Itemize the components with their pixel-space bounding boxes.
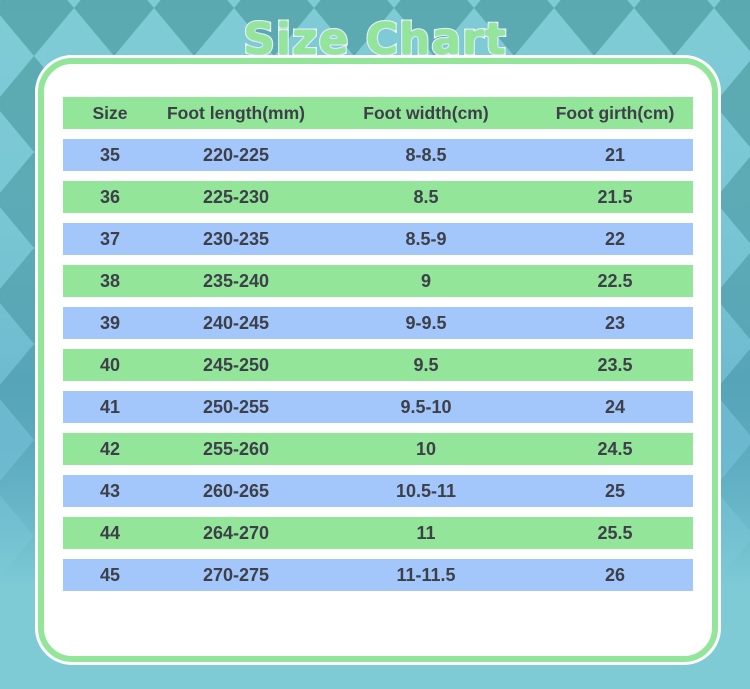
table-row: 45 270-275 11-11.5 26 (63, 559, 693, 591)
cell-size: 43 (99, 480, 121, 501)
cell-foot-length: 255-260 (202, 438, 270, 459)
cell-foot-length: 230-235 (202, 228, 270, 249)
cell-foot-girth: 23.5 (597, 354, 633, 375)
cell-foot-girth: 25 (604, 480, 626, 501)
size-table: Size Foot length(mm) Foot width(cm) Foot… (63, 97, 693, 601)
table-row: 36 225-230 8.5 21.5 (63, 181, 693, 213)
cell-foot-width: 9.5-10 (400, 396, 452, 417)
cell-size: 40 (99, 354, 121, 375)
cell-foot-width: 11 (416, 522, 436, 543)
cell-foot-length: 225-230 (202, 186, 270, 207)
table-row: 37 230-235 8.5-9 22 (63, 223, 693, 255)
cell-size: 38 (99, 270, 121, 291)
cell-foot-width: 8.5-9 (405, 228, 447, 249)
cell-foot-width: 8-8.5 (405, 144, 447, 165)
header-foot-width: Foot width(cm) (363, 102, 489, 123)
table-row: 42 255-260 10 24.5 (63, 433, 693, 465)
table-row: 44 264-270 11 25.5 (63, 517, 693, 549)
table-row: 43 260-265 10.5-11 25 (63, 475, 693, 507)
page-title: Size Chart (242, 13, 508, 67)
cell-size: 42 (99, 438, 121, 459)
cell-foot-girth: 21.5 (597, 186, 633, 207)
cell-foot-girth: 21 (604, 144, 626, 165)
cell-foot-width: 11-11.5 (396, 564, 456, 585)
header-foot-length: Foot length(mm) (166, 102, 306, 123)
cell-foot-girth: 22.5 (597, 270, 633, 291)
table-header-row: Size Foot length(mm) Foot width(cm) Foot… (63, 97, 693, 129)
cell-size: 36 (99, 186, 121, 207)
cell-foot-girth: 22 (604, 228, 626, 249)
cell-foot-width: 10 (415, 438, 437, 459)
table-row: 35 220-225 8-8.5 21 (63, 139, 693, 171)
cell-size: 41 (99, 396, 121, 417)
cell-foot-girth: 23 (604, 312, 626, 333)
cell-foot-width: 9.5 (413, 354, 439, 375)
cell-foot-length: 250-255 (202, 396, 270, 417)
cell-foot-length: 235-240 (202, 270, 270, 291)
table-row: 40 245-250 9.5 23.5 (63, 349, 693, 381)
cell-foot-width: 8.5 (413, 186, 439, 207)
cell-foot-width: 10.5-11 (395, 480, 457, 501)
cell-foot-length: 264-270 (202, 522, 270, 543)
cell-foot-width: 9 (420, 270, 431, 291)
cell-foot-girth: 26 (604, 564, 626, 585)
cell-foot-length: 270-275 (202, 564, 270, 585)
cell-foot-length: 220-225 (202, 144, 270, 165)
cell-size: 37 (99, 228, 121, 249)
cell-foot-girth: 24.5 (597, 438, 633, 459)
cell-size: 39 (99, 312, 121, 333)
cell-size: 44 (99, 522, 121, 543)
cell-foot-length: 260-265 (202, 480, 270, 501)
table-row: 41 250-255 9.5-10 24 (63, 391, 693, 423)
header-foot-girth: Foot girth(cm) (555, 102, 675, 123)
cell-foot-width: 9-9.5 (405, 312, 447, 333)
cell-foot-girth: 24 (604, 396, 626, 417)
cell-foot-girth: 25.5 (597, 522, 633, 543)
table-row: 39 240-245 9-9.5 23 (63, 307, 693, 339)
header-size: Size (92, 102, 128, 123)
cell-foot-length: 245-250 (202, 354, 270, 375)
table-row: 38 235-240 9 22.5 (63, 265, 693, 297)
cell-size: 45 (99, 564, 121, 585)
cell-foot-length: 240-245 (202, 312, 270, 333)
cell-size: 35 (99, 144, 121, 165)
